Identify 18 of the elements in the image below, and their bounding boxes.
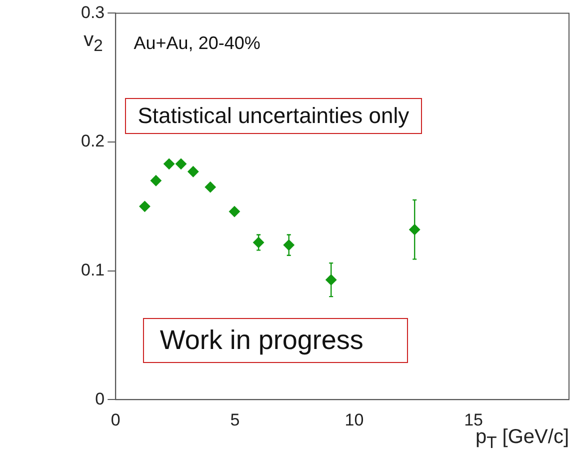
x-tick-label: 5: [230, 410, 240, 430]
point: [228, 206, 240, 218]
y-tick-label: 0.3: [80, 2, 105, 22]
y-tick-label: 0: [95, 389, 105, 408]
point: [150, 175, 162, 186]
annotation: Au+Au, 20-40%: [134, 32, 260, 54]
point: [139, 200, 150, 212]
annotation: Statistical uncertainties only: [124, 98, 422, 134]
point: [176, 158, 187, 170]
annotation: Work in progress: [142, 318, 408, 364]
point: [204, 182, 216, 193]
point: [188, 166, 199, 178]
x-tick-label: 0: [110, 410, 120, 430]
x-tick-label: 10: [344, 410, 364, 430]
point: [164, 158, 175, 170]
y-axis-title: v$_{2}$: [84, 29, 103, 56]
y-tick-label: 0.1: [80, 260, 105, 280]
y-tick-label: 0.2: [80, 132, 105, 151]
